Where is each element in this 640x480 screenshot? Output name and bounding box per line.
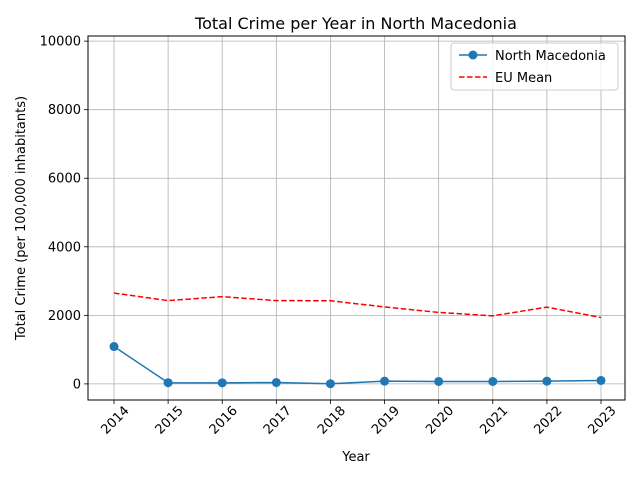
plot-frame xyxy=(87,35,626,401)
y-tick-label: 10000 xyxy=(40,35,81,50)
series-line-eu-mean xyxy=(113,292,602,319)
y-tick-label: 8000 xyxy=(48,103,81,118)
data-point-north-macedonia xyxy=(488,376,498,386)
data-point-north-macedonia xyxy=(434,376,444,386)
data-point-north-macedonia xyxy=(596,375,606,385)
legend-box xyxy=(450,42,619,91)
y-tick-label: 6000 xyxy=(48,172,81,187)
data-point-north-macedonia xyxy=(271,378,281,388)
grid xyxy=(88,36,625,400)
legend-label-north-macedonia: North Macedonia xyxy=(495,49,606,64)
chart-title: Total Crime per Year in North Macedonia xyxy=(194,14,517,33)
data-point-north-macedonia xyxy=(163,378,173,388)
y-axis-label: Total Crime (per 100,000 inhabitants) xyxy=(14,96,29,341)
y-tick-label: 4000 xyxy=(48,240,81,255)
data-point-north-macedonia xyxy=(542,376,552,386)
legend-marker-north-macedonia xyxy=(468,50,478,60)
data-point-north-macedonia xyxy=(380,376,390,386)
legend: North Macedonia EU Mean xyxy=(450,42,619,91)
y-ticks: 0 2000 4000 6000 8000 10000 xyxy=(40,35,88,392)
x-axis-label: Year xyxy=(341,450,370,465)
series-line-north-macedonia xyxy=(113,345,602,385)
data-point-north-macedonia xyxy=(109,342,119,352)
y-tick-label: 0 xyxy=(73,377,81,392)
data-point-north-macedonia xyxy=(217,378,227,388)
legend-label-eu-mean: EU Mean xyxy=(495,71,552,86)
data-point-north-macedonia xyxy=(325,379,335,389)
y-tick-label: 2000 xyxy=(48,309,81,324)
series-layer xyxy=(109,292,606,389)
